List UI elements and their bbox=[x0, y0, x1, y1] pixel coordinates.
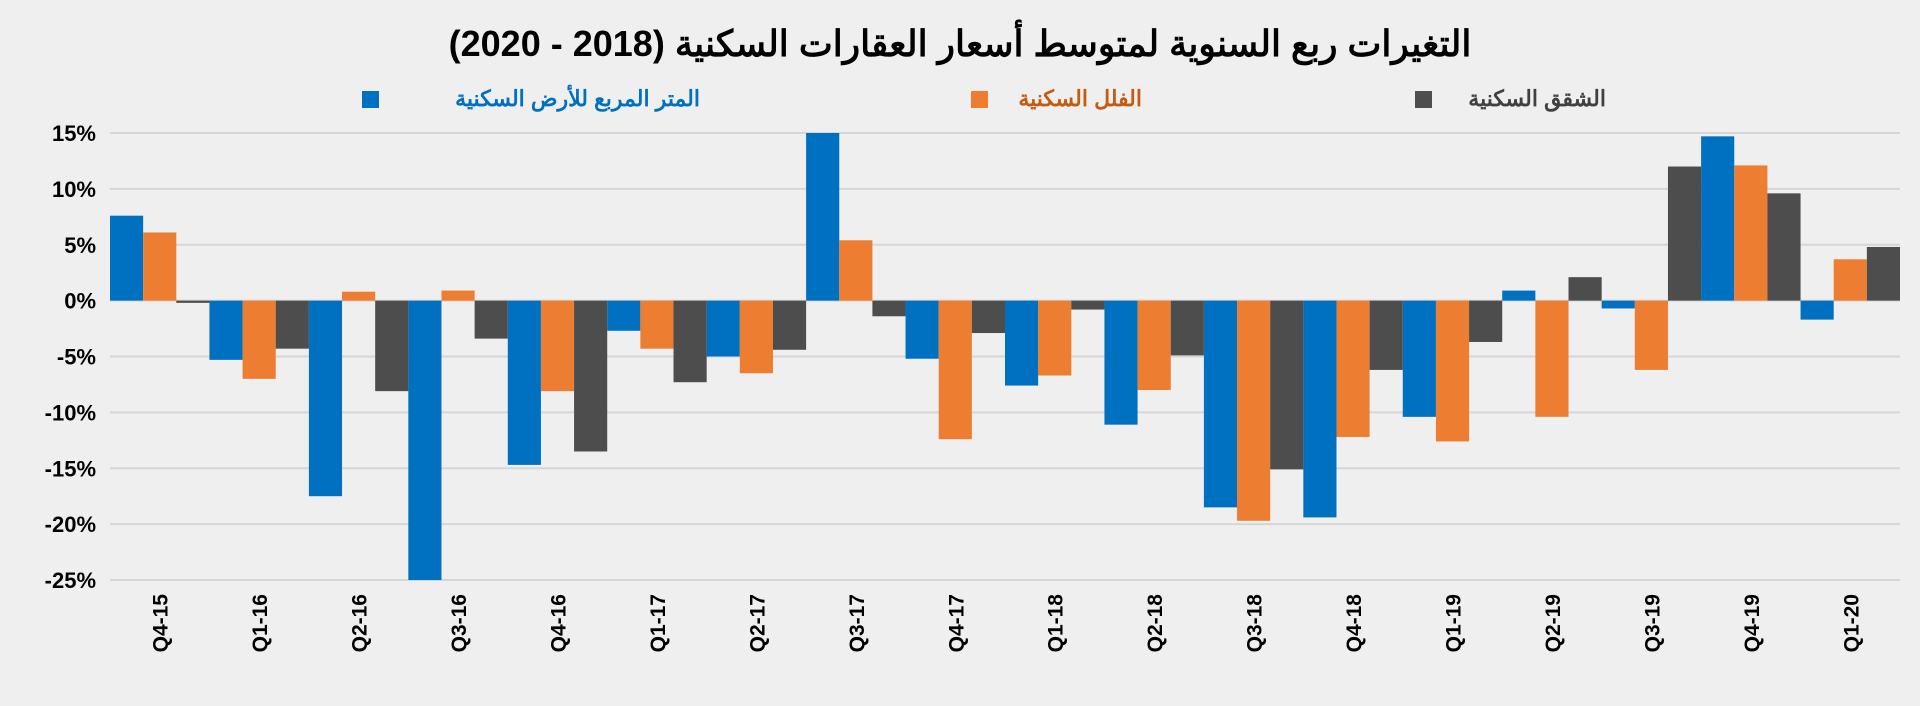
bar-Q1-16-series-2 bbox=[242, 300, 276, 379]
bar-Q1-19-series-1 bbox=[1402, 300, 1436, 417]
bar-Q4-16-series-2 bbox=[540, 300, 575, 392]
bar-Q1-17-series-2 bbox=[640, 300, 674, 349]
x-tick-label: Q1-19 bbox=[1443, 594, 1466, 652]
bars bbox=[110, 133, 1900, 580]
bar-Q2-17-series-2 bbox=[739, 300, 773, 374]
x-tick-label: Q1-20 bbox=[1840, 594, 1863, 652]
x-tick-label: Q2-19 bbox=[1542, 594, 1565, 652]
bar-Q1-19-series-3 bbox=[1469, 300, 1503, 342]
y-tick-label: 10% bbox=[52, 177, 96, 202]
bar-Q3-19-series-2 bbox=[1634, 300, 1668, 370]
bar-Q3-18-series-3 bbox=[1270, 300, 1304, 470]
bar-Q3-16-series-2 bbox=[441, 290, 475, 301]
bar-Q3-16-series-1 bbox=[408, 300, 442, 580]
bar-Q4-15-series-3 bbox=[176, 300, 210, 303]
x-tick-label: Q4-16 bbox=[548, 594, 571, 652]
y-tick-label: -15% bbox=[45, 456, 96, 481]
bar-Q4-17-series-2 bbox=[938, 300, 972, 440]
y-tick-label: 5% bbox=[64, 233, 96, 258]
bar-Q1-18-series-3 bbox=[1071, 300, 1105, 310]
legend-swatch bbox=[1415, 91, 1432, 108]
x-tick-label: Q2-17 bbox=[746, 594, 769, 652]
x-tick-label: Q3-16 bbox=[448, 594, 471, 652]
bar-Q2-17-series-3 bbox=[772, 300, 807, 350]
x-tick-label: Q4-19 bbox=[1741, 594, 1764, 652]
x-tick-label: Q3-18 bbox=[1244, 594, 1267, 653]
bar-Q4-19-series-2 bbox=[1734, 165, 1768, 301]
y-tick-label: -10% bbox=[45, 400, 96, 425]
bar-Q1-18-series-2 bbox=[1038, 300, 1072, 376]
y-tick-label: -5% bbox=[57, 345, 96, 370]
bar-Q4-19-series-1 bbox=[1701, 136, 1735, 301]
x-tick-label: Q2-16 bbox=[349, 594, 372, 652]
x-tick-label: Q1-16 bbox=[249, 594, 272, 652]
x-tick-label: Q1-17 bbox=[647, 594, 670, 652]
bar-Q4-19-series-3 bbox=[1767, 193, 1801, 301]
bar-Q1-17-series-1 bbox=[607, 300, 641, 331]
bar-Q4-18-series-1 bbox=[1303, 300, 1337, 518]
chart-title: التغيرات ربع السنوية لمتوسط أسعار العقار… bbox=[449, 19, 1472, 66]
bar-Q2-19-series-1 bbox=[1502, 290, 1536, 301]
legend-label: المتر المربع للأرض السكنية bbox=[455, 84, 700, 112]
x-tick-label: Q4-17 bbox=[945, 594, 968, 652]
legend: المتر المربع للأرض السكنية الفلل السكنية ا… bbox=[362, 84, 1606, 112]
bar-Q3-18-series-1 bbox=[1203, 300, 1238, 508]
bar-Q3-17-series-2 bbox=[839, 240, 873, 301]
bar-Q4-16-series-3 bbox=[574, 300, 608, 452]
bar-Q1-19-series-2 bbox=[1435, 300, 1470, 442]
x-tick-label: Q3-19 bbox=[1641, 594, 1664, 652]
bar-Q3-17-series-1 bbox=[806, 133, 840, 301]
bar-Q2-19-series-3 bbox=[1568, 277, 1602, 301]
bar-Q2-18-series-2 bbox=[1137, 300, 1171, 391]
bar-Q1-20-series-1 bbox=[1800, 300, 1834, 320]
bar-Q3-16-series-3 bbox=[474, 300, 508, 339]
bar-Q4-18-series-3 bbox=[1369, 300, 1403, 370]
bar-Q1-18-series-1 bbox=[1005, 300, 1039, 386]
x-tick-label: Q3-17 bbox=[846, 594, 869, 652]
bar-Q4-17-series-3 bbox=[971, 300, 1005, 334]
x-tick-label: Q2-18 bbox=[1144, 594, 1167, 653]
legend-swatch bbox=[971, 91, 988, 108]
bar-Q3-17-series-3 bbox=[872, 300, 906, 317]
x-tick-label: Q4-15 bbox=[150, 594, 173, 653]
legend-label: الشقق السكنية bbox=[1468, 86, 1606, 112]
bar-Q2-17-series-1 bbox=[706, 300, 740, 357]
x-tick-label: Q4-18 bbox=[1343, 594, 1366, 653]
bar-Q3-18-series-2 bbox=[1237, 300, 1271, 521]
y-tick-label: 15% bbox=[52, 121, 96, 146]
bar-Q3-19-series-1 bbox=[1601, 300, 1635, 309]
bar-Q2-18-series-3 bbox=[1170, 300, 1204, 356]
bar-Q2-18-series-1 bbox=[1104, 300, 1138, 425]
y-tick-label: -25% bbox=[45, 568, 96, 593]
x-tick-label: Q1-18 bbox=[1045, 594, 1068, 653]
bar-Q2-19-series-2 bbox=[1535, 300, 1569, 417]
bar-Q2-16-series-1 bbox=[308, 300, 343, 497]
bar-Q2-16-series-3 bbox=[375, 300, 409, 392]
bar-Q4-15-series-1 bbox=[110, 215, 144, 301]
y-tick-label: -20% bbox=[45, 512, 96, 537]
bar-Q4-17-series-1 bbox=[905, 300, 939, 359]
legend-label: الفلل السكنية bbox=[1018, 86, 1142, 111]
bar-Q4-16-series-1 bbox=[507, 300, 541, 465]
bar-Q2-16-series-2 bbox=[342, 291, 376, 301]
bar-Q3-19-series-3 bbox=[1667, 166, 1702, 301]
bar-Q1-16-series-1 bbox=[209, 300, 243, 360]
x-axis: Q4-15 Q1-16 Q2-16 Q3-16 Q4-16 Q1-17 Q2-17 Q3-17… bbox=[150, 594, 1864, 653]
y-tick-label: 0% bbox=[64, 289, 96, 314]
bar-Q1-16-series-3 bbox=[275, 300, 309, 349]
bar-Q1-20-series-3 bbox=[1866, 246, 1900, 301]
bar-Q4-18-series-2 bbox=[1336, 300, 1370, 437]
bar-Q4-15-series-2 bbox=[143, 232, 177, 301]
bar-Q1-20-series-2 bbox=[1833, 259, 1867, 301]
y-axis: 15% 10% 5% 0% -5% -10% -15% -20% -25% bbox=[45, 121, 96, 593]
legend-swatch bbox=[362, 91, 379, 108]
bar-Q1-17-series-3 bbox=[673, 300, 707, 383]
